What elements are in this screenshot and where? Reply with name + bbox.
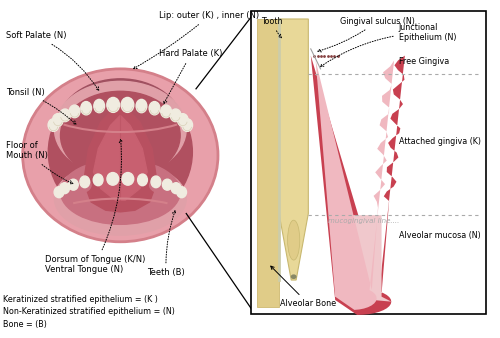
Ellipse shape [162, 179, 172, 190]
Polygon shape [94, 115, 147, 200]
Ellipse shape [136, 99, 147, 113]
Ellipse shape [52, 114, 63, 126]
Ellipse shape [70, 115, 88, 136]
FancyBboxPatch shape [250, 11, 486, 314]
Text: Attached gingiva (K): Attached gingiva (K) [398, 137, 480, 146]
Polygon shape [84, 107, 157, 212]
Text: Free Gingiva: Free Gingiva [398, 56, 449, 66]
Ellipse shape [94, 99, 104, 113]
Text: Alveolar Bone: Alveolar Bone [271, 266, 336, 308]
Text: Tooth: Tooth [261, 17, 282, 38]
Ellipse shape [48, 119, 59, 131]
Text: Dorsum of Tongue (K/N)
Ventral Tongue (N): Dorsum of Tongue (K/N) Ventral Tongue (N… [44, 139, 145, 274]
Ellipse shape [72, 82, 169, 142]
Polygon shape [257, 19, 279, 307]
Ellipse shape [69, 105, 80, 118]
Ellipse shape [80, 176, 90, 188]
Ellipse shape [152, 115, 171, 136]
Ellipse shape [170, 109, 181, 122]
Ellipse shape [60, 160, 180, 224]
Ellipse shape [68, 179, 78, 190]
Ellipse shape [54, 187, 64, 198]
Text: Tonsil (N): Tonsil (N) [6, 88, 76, 124]
Ellipse shape [149, 101, 160, 115]
Ellipse shape [60, 109, 70, 122]
Polygon shape [279, 19, 308, 280]
Ellipse shape [58, 79, 182, 172]
Ellipse shape [151, 176, 161, 188]
Text: Floor of
Mouth (N): Floor of Mouth (N) [6, 141, 73, 184]
Text: Gingival sulcus (N): Gingival sulcus (N) [318, 17, 415, 52]
Text: mucogingival line....: mucogingival line.... [328, 218, 399, 224]
Text: Keratinized stratified epithelium = (K )
Non-Keratinized stratified epithelium =: Keratinized stratified epithelium = (K )… [3, 295, 175, 329]
Ellipse shape [121, 97, 134, 113]
Polygon shape [335, 215, 392, 301]
Text: Teeth (B): Teeth (B) [147, 211, 185, 277]
Text: Alveolar mucosa (N): Alveolar mucosa (N) [398, 231, 480, 240]
Ellipse shape [288, 220, 300, 260]
Ellipse shape [107, 172, 118, 185]
Ellipse shape [150, 177, 179, 194]
Ellipse shape [171, 183, 181, 194]
Text: Soft Palate (N): Soft Palate (N) [6, 31, 98, 91]
Ellipse shape [138, 174, 147, 186]
Ellipse shape [54, 162, 186, 235]
Text: Hard Palate (K): Hard Palate (K) [160, 49, 223, 104]
Polygon shape [311, 55, 405, 315]
Ellipse shape [54, 81, 186, 176]
Ellipse shape [107, 97, 120, 113]
Ellipse shape [122, 172, 134, 185]
Ellipse shape [62, 177, 91, 194]
Ellipse shape [182, 119, 192, 131]
Ellipse shape [177, 187, 186, 198]
Text: Junctional
Epithelium (N): Junctional Epithelium (N) [320, 23, 456, 67]
Ellipse shape [160, 105, 172, 118]
Polygon shape [316, 61, 394, 310]
Ellipse shape [60, 91, 180, 179]
Ellipse shape [48, 82, 193, 222]
Ellipse shape [60, 183, 70, 194]
Ellipse shape [22, 69, 218, 242]
Ellipse shape [290, 274, 296, 279]
Ellipse shape [94, 174, 103, 186]
Ellipse shape [116, 137, 124, 147]
Text: Lip: outer (K) , inner (N): Lip: outer (K) , inner (N) [134, 11, 260, 69]
Ellipse shape [178, 114, 188, 126]
Ellipse shape [81, 101, 92, 115]
